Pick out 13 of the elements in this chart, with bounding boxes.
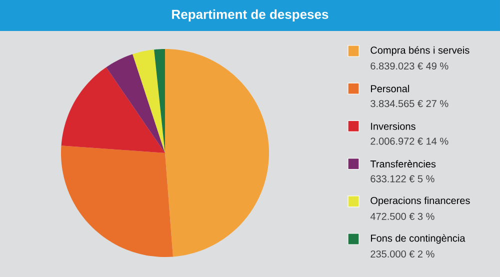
- chart-title: Repartiment de despeses: [172, 9, 328, 22]
- data-label: 3.834.565 € 27 %: [370, 100, 448, 108]
- data-label: 6.839.023 € 49 %: [370, 62, 448, 70]
- data-label: 472.500 € 3 %: [370, 212, 434, 220]
- data-label: 633.122 € 5 %: [370, 175, 434, 182]
- data-label: 2.006.972 € 14 %: [370, 138, 448, 145]
- legend-label: Inversions: [371, 122, 416, 130]
- legend-label: Operacions financeres: [370, 196, 470, 206]
- legend-label: Compra béns i serveis: [370, 46, 470, 56]
- legend-label: Personal: [371, 84, 409, 92]
- legend-label: Fons de contingència: [371, 234, 466, 244]
- data-label: 235.000 € 2 %: [370, 250, 434, 258]
- legend-label: Transferències: [370, 160, 436, 168]
